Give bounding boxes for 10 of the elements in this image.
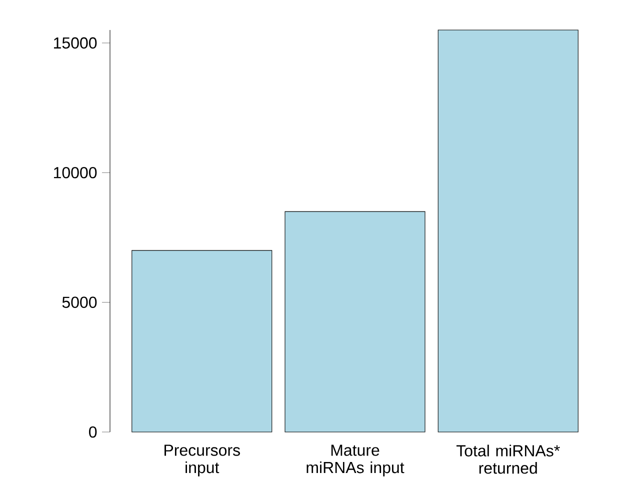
y-tick-label: 5000: [62, 296, 97, 308]
y-tick-label: 15000: [54, 37, 97, 49]
x-tick-label: Mature miRNAs input: [306, 444, 404, 476]
bar: [132, 250, 272, 432]
x-tick-label: Precursors input: [164, 444, 240, 476]
bar: [284, 211, 426, 432]
x-tick-label: Total miRNAs* returned: [456, 444, 560, 474]
y-tick-label: 10000: [54, 166, 97, 178]
bar: [438, 30, 578, 432]
y-tick-label: 0: [89, 426, 97, 438]
